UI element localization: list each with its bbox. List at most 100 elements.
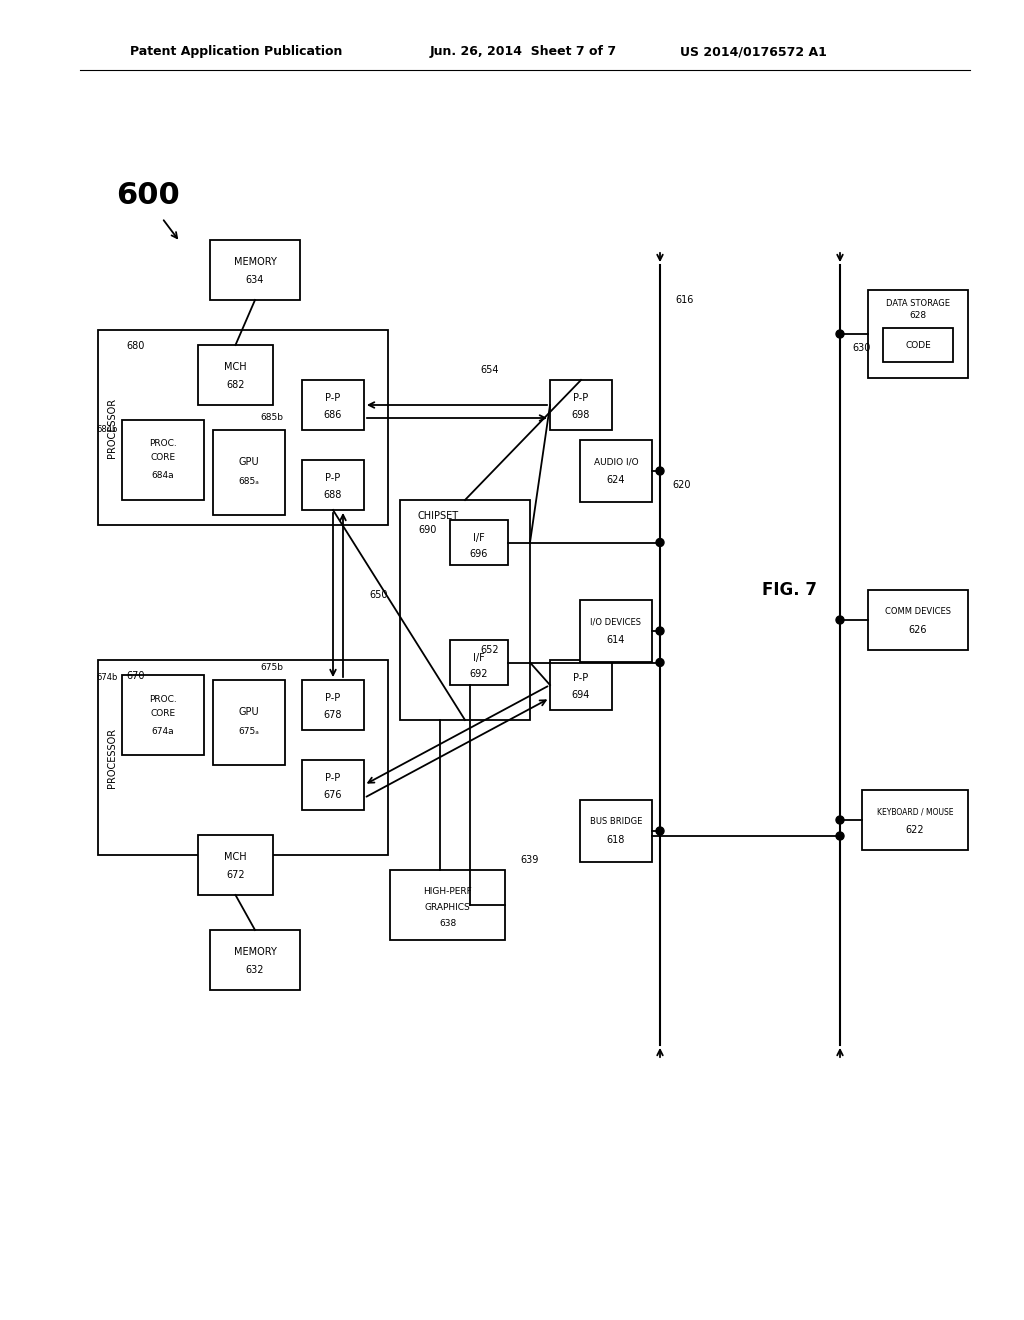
Text: US 2014/0176572 A1: US 2014/0176572 A1 xyxy=(680,45,826,58)
Text: 684a: 684a xyxy=(152,471,174,480)
Bar xyxy=(213,430,285,515)
Bar xyxy=(580,440,652,502)
Text: 684b: 684b xyxy=(96,425,118,434)
Text: HIGH-PERF: HIGH-PERF xyxy=(423,887,472,896)
Text: 618: 618 xyxy=(607,836,626,845)
Text: 670: 670 xyxy=(126,671,144,681)
Bar xyxy=(550,380,612,430)
Text: 680: 680 xyxy=(126,341,144,351)
Bar xyxy=(390,870,505,940)
Circle shape xyxy=(656,627,664,635)
Text: KEYBOARD / MOUSE: KEYBOARD / MOUSE xyxy=(877,808,953,817)
Bar xyxy=(98,660,388,855)
Text: PROCESSOR: PROCESSOR xyxy=(106,397,117,458)
Text: PROCESSOR: PROCESSOR xyxy=(106,727,117,788)
Text: 674b: 674b xyxy=(96,673,118,682)
Text: 678: 678 xyxy=(324,710,342,719)
Text: 675ₐ: 675ₐ xyxy=(239,727,259,737)
Text: 624: 624 xyxy=(607,475,626,484)
Text: PROC.: PROC. xyxy=(150,440,177,449)
Bar xyxy=(868,290,968,378)
Text: MEMORY: MEMORY xyxy=(233,946,276,957)
Text: BUS BRIDGE: BUS BRIDGE xyxy=(590,817,642,826)
Text: 675b: 675b xyxy=(260,664,283,672)
Bar xyxy=(302,760,364,810)
Circle shape xyxy=(836,330,844,338)
Text: MEMORY: MEMORY xyxy=(233,257,276,267)
Text: 692: 692 xyxy=(470,669,488,678)
Bar xyxy=(580,601,652,663)
Bar xyxy=(580,800,652,862)
Text: GRAPHICS: GRAPHICS xyxy=(425,903,470,912)
Text: PROC.: PROC. xyxy=(150,694,177,704)
Text: 676: 676 xyxy=(324,789,342,800)
Text: 600: 600 xyxy=(116,181,180,210)
Bar xyxy=(122,675,204,755)
Text: P-P: P-P xyxy=(573,673,589,682)
Bar xyxy=(122,420,204,500)
Text: CORE: CORE xyxy=(151,709,175,718)
Text: 632: 632 xyxy=(246,965,264,975)
Text: 685b: 685b xyxy=(260,413,283,422)
Text: MCH: MCH xyxy=(224,851,247,862)
Text: 686: 686 xyxy=(324,411,342,420)
Text: Patent Application Publication: Patent Application Publication xyxy=(130,45,342,58)
Text: DATA STORAGE: DATA STORAGE xyxy=(886,300,950,309)
Circle shape xyxy=(836,832,844,840)
Text: 674a: 674a xyxy=(152,726,174,735)
Text: 685ₐ: 685ₐ xyxy=(239,478,259,487)
Text: COMM DEVICES: COMM DEVICES xyxy=(885,607,951,616)
Text: P-P: P-P xyxy=(326,693,341,704)
Text: P-P: P-P xyxy=(326,393,341,403)
Text: I/F: I/F xyxy=(473,533,485,543)
Text: MCH: MCH xyxy=(224,362,247,372)
Text: 620: 620 xyxy=(672,480,690,490)
Text: 639: 639 xyxy=(520,855,539,865)
Circle shape xyxy=(836,616,844,624)
Bar xyxy=(302,680,364,730)
Text: 672: 672 xyxy=(226,870,245,880)
Text: 652: 652 xyxy=(480,645,499,655)
Text: 628: 628 xyxy=(909,312,927,321)
Text: 616: 616 xyxy=(675,294,693,305)
Circle shape xyxy=(836,816,844,824)
Circle shape xyxy=(656,467,664,475)
Text: GPU: GPU xyxy=(239,457,259,467)
Text: P-P: P-P xyxy=(326,774,341,783)
Circle shape xyxy=(656,828,664,836)
Bar xyxy=(198,836,273,895)
Text: GPU: GPU xyxy=(239,708,259,717)
Bar xyxy=(450,640,508,685)
Text: I/O DEVICES: I/O DEVICES xyxy=(591,618,641,627)
Bar xyxy=(302,380,364,430)
Bar xyxy=(550,660,612,710)
Text: P-P: P-P xyxy=(326,473,341,483)
Bar xyxy=(198,345,273,405)
Bar xyxy=(210,931,300,990)
Text: 634: 634 xyxy=(246,275,264,285)
Bar xyxy=(213,680,285,766)
Text: 688: 688 xyxy=(324,490,342,500)
Text: 654: 654 xyxy=(480,366,499,375)
Bar xyxy=(868,590,968,649)
Bar xyxy=(862,789,968,850)
Text: 630: 630 xyxy=(852,343,870,352)
Circle shape xyxy=(656,659,664,667)
Text: FIG. 7: FIG. 7 xyxy=(763,581,817,599)
Text: 694: 694 xyxy=(571,690,590,700)
Text: 690: 690 xyxy=(418,525,436,535)
Bar xyxy=(883,327,953,362)
Bar xyxy=(450,520,508,565)
Circle shape xyxy=(656,539,664,546)
Text: CHIPSET: CHIPSET xyxy=(418,511,459,521)
Text: Jun. 26, 2014  Sheet 7 of 7: Jun. 26, 2014 Sheet 7 of 7 xyxy=(430,45,617,58)
Text: I/F: I/F xyxy=(473,653,485,663)
Text: CORE: CORE xyxy=(151,454,175,462)
Bar xyxy=(400,500,530,719)
Bar xyxy=(98,330,388,525)
Text: 638: 638 xyxy=(439,919,456,928)
Text: 622: 622 xyxy=(905,825,925,836)
Text: 682: 682 xyxy=(226,380,245,389)
Text: P-P: P-P xyxy=(573,393,589,403)
Text: 614: 614 xyxy=(607,635,626,645)
